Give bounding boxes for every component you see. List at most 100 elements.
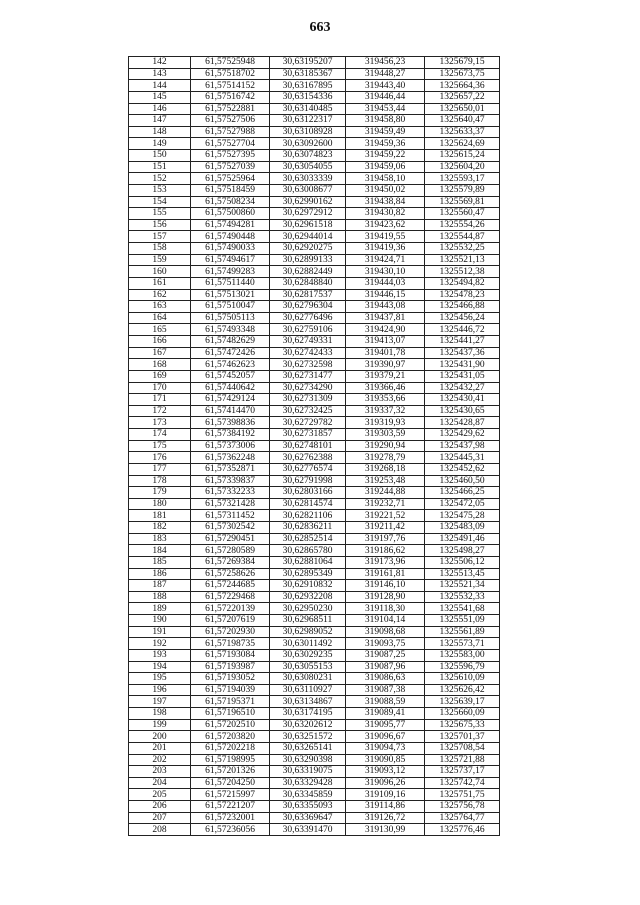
x-coordinate-cell: 319197,76: [345, 532, 425, 546]
point-number-cell: 189: [128, 602, 191, 615]
latitude-cell: 61,57198735: [190, 637, 270, 650]
table-row: 206 61,57221207 30,63355093 319114,86 132575…: [128, 800, 500, 813]
table-row: 162 61,57513021 30,62817537 319446,15 132547…: [128, 288, 500, 302]
y-coordinate-cell: 1325626,42: [424, 683, 500, 697]
point-number-cell: 205: [128, 788, 191, 801]
table-row: 142 61,57525948 30,63195207 319456,23 132567…: [128, 56, 500, 69]
y-coordinate-cell: 1325512,38: [424, 265, 500, 278]
x-coordinate-cell: 319424,90: [345, 323, 425, 336]
point-number-cell: 164: [128, 311, 191, 325]
table-row: 187 61,57244685 30,62910832 319146,10 132552…: [128, 579, 500, 592]
x-coordinate-cell: 319438,84: [345, 195, 425, 209]
latitude-cell: 61,57362248: [190, 451, 270, 464]
point-number-cell: 196: [128, 683, 191, 697]
latitude-cell: 61,57513021: [190, 288, 270, 302]
table-row: 146 61,57522881 30,63140485 319453,44 132565…: [128, 102, 500, 116]
latitude-cell: 61,57508234: [190, 195, 270, 209]
longitude-cell: 30,62729782: [269, 416, 346, 429]
x-coordinate-cell: 319114,86: [345, 800, 425, 813]
latitude-cell: 61,57221207: [190, 800, 270, 813]
x-coordinate-cell: 319290,94: [345, 439, 425, 453]
latitude-cell: 61,57193987: [190, 660, 270, 674]
table-row: 174 61,57384192 30,62731857 319303,59 132542…: [128, 428, 500, 441]
table-row: 173 61,57398836 30,62729782 319319,93 132542…: [128, 416, 500, 429]
latitude-cell: 61,57194039: [190, 683, 270, 697]
y-coordinate-cell: 1325554,26: [424, 218, 500, 232]
y-coordinate-cell: 1325701,37: [424, 730, 500, 743]
latitude-cell: 61,57332233: [190, 486, 270, 499]
table-row: 193 61,57193084 30,63029235 319087,25 132558…: [128, 648, 500, 662]
y-coordinate-cell: 1325429,62: [424, 428, 500, 441]
longitude-cell: 30,62776496: [269, 311, 346, 325]
longitude-cell: 30,63355093: [269, 800, 346, 813]
longitude-cell: 30,62732425: [269, 404, 346, 418]
longitude-cell: 30,63174195: [269, 707, 346, 720]
x-coordinate-cell: 319126,72: [345, 811, 425, 825]
x-coordinate-cell: 319458,10: [345, 172, 425, 185]
x-coordinate-cell: 319419,55: [345, 230, 425, 243]
longitude-cell: 30,62734290: [269, 381, 346, 395]
point-number-cell: 149: [128, 137, 191, 150]
point-number-cell: 179: [128, 486, 191, 499]
latitude-cell: 61,57525964: [190, 172, 270, 185]
latitude-cell: 61,57352871: [190, 462, 270, 476]
table-row: 188 61,57229468 30,62932208 319128,90 132553…: [128, 590, 500, 604]
latitude-cell: 61,57472426: [190, 346, 270, 360]
table-row: 194 61,57193987 30,63055153 319087,96 132559…: [128, 660, 500, 674]
longitude-cell: 30,62910832: [269, 579, 346, 592]
latitude-cell: 61,57193052: [190, 672, 270, 685]
point-number-cell: 147: [128, 114, 191, 127]
point-number-cell: 173: [128, 416, 191, 429]
y-coordinate-cell: 1325483,09: [424, 521, 500, 534]
longitude-cell: 30,63202612: [269, 718, 346, 732]
x-coordinate-cell: 319450,02: [345, 183, 425, 197]
latitude-cell: 61,57452057: [190, 369, 270, 383]
table-row: 143 61,57518702 30,63185367 319448,27 132567…: [128, 67, 500, 81]
y-coordinate-cell: 1325430,41: [424, 393, 500, 406]
y-coordinate-cell: 1325675,33: [424, 718, 500, 732]
longitude-cell: 30,62836211: [269, 521, 346, 534]
y-coordinate-cell: 1325532,33: [424, 590, 500, 604]
y-coordinate-cell: 1325521,13: [424, 253, 500, 267]
longitude-cell: 30,62731477: [269, 369, 346, 383]
latitude-cell: 61,57527039: [190, 160, 270, 174]
longitude-cell: 30,63319075: [269, 765, 346, 778]
point-number-cell: 199: [128, 718, 191, 732]
y-coordinate-cell: 1325579,89: [424, 183, 500, 197]
latitude-cell: 61,57232001: [190, 811, 270, 825]
latitude-cell: 61,57482629: [190, 335, 270, 348]
table-row: 179 61,57332233 30,62803166 319244,88 132546…: [128, 486, 500, 499]
y-coordinate-cell: 1325460,50: [424, 474, 500, 488]
longitude-cell: 30,63185367: [269, 67, 346, 81]
point-number-cell: 150: [128, 149, 191, 162]
latitude-cell: 61,57525948: [190, 56, 270, 69]
latitude-cell: 61,57490033: [190, 242, 270, 255]
y-coordinate-cell: 1325764,77: [424, 811, 500, 825]
y-coordinate-cell: 1325560,47: [424, 207, 500, 220]
table-row: 176 61,57362248 30,62762388 319278,79 132544…: [128, 451, 500, 464]
latitude-cell: 61,57236056: [190, 823, 270, 836]
longitude-cell: 30,63011492: [269, 637, 346, 650]
y-coordinate-cell: 1325437,36: [424, 346, 500, 360]
x-coordinate-cell: 319087,25: [345, 648, 425, 662]
longitude-cell: 30,62748101: [269, 439, 346, 453]
latitude-cell: 61,57290451: [190, 532, 270, 546]
latitude-cell: 61,57527395: [190, 149, 270, 162]
x-coordinate-cell: 319094,73: [345, 741, 425, 755]
point-number-cell: 174: [128, 428, 191, 441]
x-coordinate-cell: 319173,96: [345, 555, 425, 569]
table-row: 207 61,57232001 30,63369647 319126,72 132576…: [128, 811, 500, 825]
y-coordinate-cell: 1325679,15: [424, 56, 500, 69]
y-coordinate-cell: 1325513,45: [424, 567, 500, 581]
y-coordinate-cell: 1325521,34: [424, 579, 500, 592]
x-coordinate-cell: 319456,23: [345, 56, 425, 69]
y-coordinate-cell: 1325776,46: [424, 823, 500, 836]
longitude-cell: 30,63369647: [269, 811, 346, 825]
x-coordinate-cell: 319186,62: [345, 544, 425, 557]
table-row: 144 61,57514152 30,63167895 319443,40 132566…: [128, 79, 500, 92]
table-row: 202 61,57198995 30,63290398 319090,85 132572…: [128, 753, 500, 767]
y-coordinate-cell: 1325466,25: [424, 486, 500, 499]
x-coordinate-cell: 319244,88: [345, 486, 425, 499]
longitude-cell: 30,63345859: [269, 788, 346, 801]
x-coordinate-cell: 319337,32: [345, 404, 425, 418]
